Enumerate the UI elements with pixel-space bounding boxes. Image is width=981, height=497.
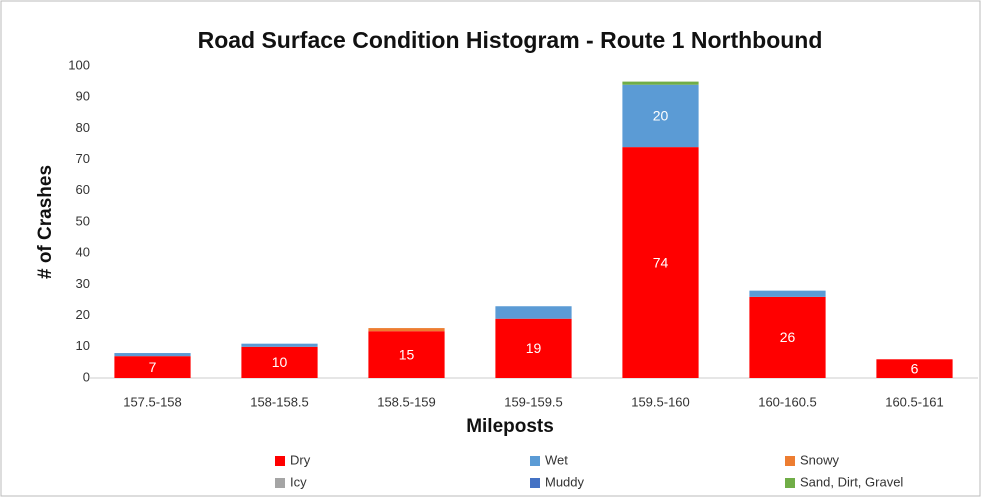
y-tick-label: 0 [83,369,90,384]
x-tick-label: 159-159.5 [504,394,563,409]
legend-swatch [275,478,285,488]
y-tick-label: 100 [68,57,90,72]
bar-segment [114,356,191,378]
bar-segment [368,331,445,378]
legend-label: Dry [290,452,311,467]
bar-segment [495,306,572,319]
x-tick-label: 157.5-158 [123,394,182,409]
x-tick-label: 160.5-161 [885,394,944,409]
x-tick-label: 160-160.5 [758,394,817,409]
data-label: 6 [911,360,919,376]
legend-label: Snowy [800,452,840,467]
bar-segment [622,147,699,378]
bar-segment [876,359,953,378]
y-tick-label: 90 [76,89,90,104]
y-tick-label: 20 [76,307,90,322]
legend-swatch [785,478,795,488]
y-tick-label: 50 [76,213,90,228]
legend-swatch [785,456,795,466]
data-label: 20 [653,108,669,124]
bar-segment [241,343,318,347]
y-axis-title: # of Crashes [35,165,56,279]
legend-label: Wet [545,452,568,467]
bar-segment [622,81,699,85]
data-label: 26 [780,329,796,345]
x-tick-label: 158-158.5 [250,394,309,409]
legend-swatch [275,456,285,466]
chart-title: Road Surface Condition Histogram - Route… [198,27,823,53]
bar-segment [114,353,191,357]
x-tick-label: 159.5-160 [631,394,690,409]
y-tick-label: 40 [76,245,90,260]
legend-label: Muddy [545,474,585,489]
bar-segment [241,346,318,378]
data-label: 74 [653,254,669,270]
bar-segment [495,318,572,378]
data-label: 7 [149,359,157,375]
x-axis-title: Mileposts [466,416,554,437]
y-tick-label: 10 [76,338,90,353]
data-label: 15 [399,346,415,362]
legend-label: Icy [290,474,307,489]
bar-segment [749,290,826,297]
legend-label: Sand, Dirt, Gravel [800,474,903,489]
legend-swatch [530,478,540,488]
y-tick-label: 60 [76,182,90,197]
bar-segment [622,84,699,148]
bar-segment [749,296,826,378]
x-tick-label: 158.5-159 [377,394,436,409]
y-tick-label: 30 [76,276,90,291]
y-tick-label: 70 [76,151,90,166]
bar-segment [368,328,445,332]
legend-swatch [530,456,540,466]
data-label: 19 [526,340,542,356]
y-tick-label: 80 [76,120,90,135]
data-label: 10 [272,354,288,370]
